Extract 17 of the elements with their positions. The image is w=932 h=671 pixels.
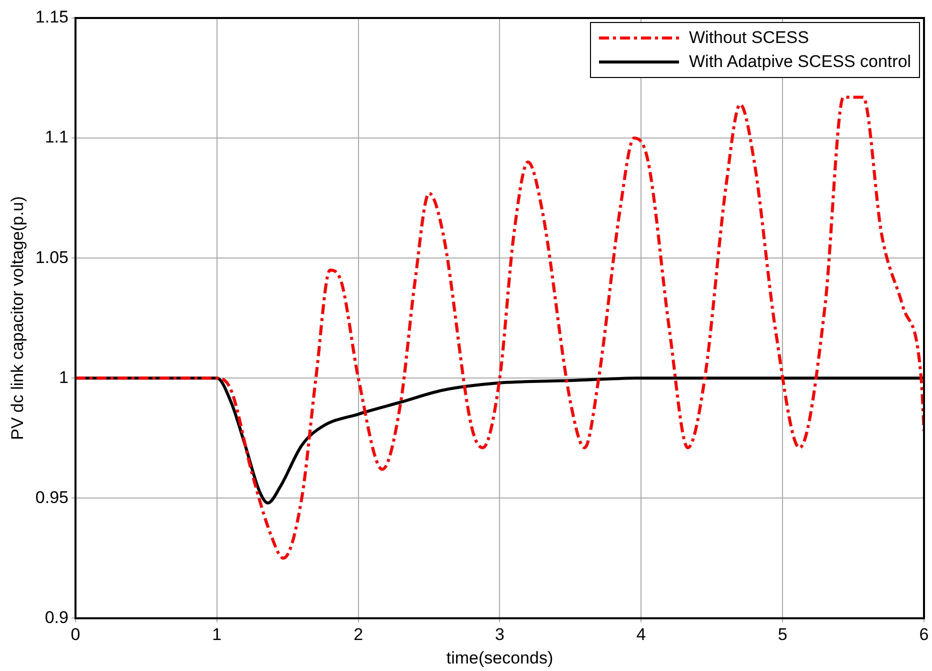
legend-label: Without SCESS xyxy=(689,28,809,48)
x-tick-label: 6 xyxy=(919,625,929,644)
x-tick-label: 3 xyxy=(495,625,504,644)
x-tick-label: 2 xyxy=(354,625,364,644)
x-tick-label: 4 xyxy=(636,625,646,644)
y-tick-label: 1.15 xyxy=(35,8,68,27)
x-axis-title: time(seconds) xyxy=(446,648,554,668)
x-tick-label: 5 xyxy=(778,625,788,644)
y-tick-label: 1 xyxy=(59,368,68,387)
y-tick-label: 0.9 xyxy=(44,608,68,627)
y-axis-title: PV dc link capacitor voltage(p.u) xyxy=(8,196,27,440)
y-tick-label: 1.05 xyxy=(35,248,68,267)
y-tick-label: 1.1 xyxy=(44,128,68,147)
y-tick-label: 0.95 xyxy=(35,488,68,507)
x-tick-label: 1 xyxy=(212,625,222,644)
x-tick-label: 0 xyxy=(70,625,80,644)
legend-label: With Adatpive SCESS control xyxy=(689,52,912,72)
